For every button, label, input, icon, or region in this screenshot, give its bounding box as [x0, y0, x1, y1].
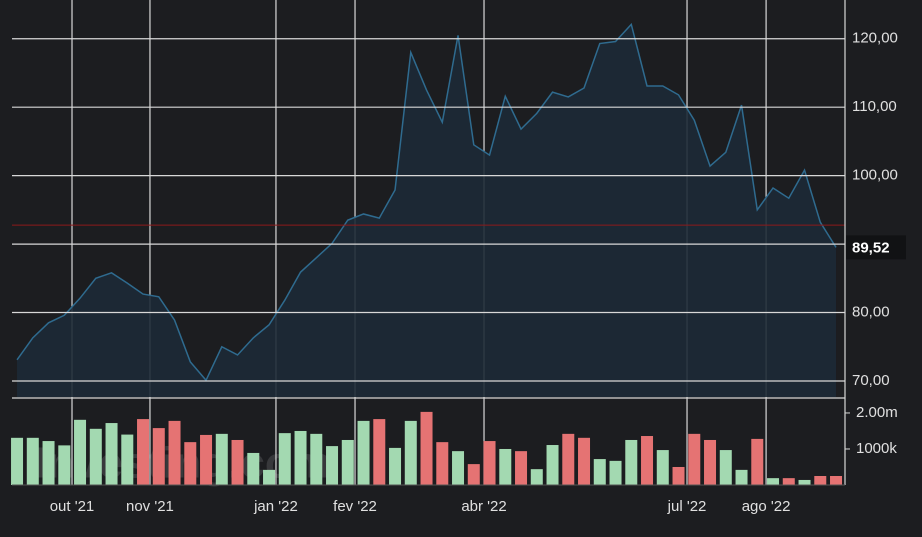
x-tick-label: fev '22: [333, 498, 377, 515]
volume-bar: [294, 430, 307, 485]
volume-bar: [373, 419, 386, 485]
volume-bar: [609, 460, 622, 485]
volume-bar: [278, 433, 291, 485]
volume-bar: [814, 475, 827, 485]
volume-bar: [11, 437, 24, 485]
last-value-label: 89,52: [852, 239, 890, 256]
volume-bar: [137, 419, 150, 485]
volume-bar: [452, 451, 465, 485]
volume-bar: [105, 423, 118, 485]
volume-bar: [436, 442, 449, 485]
volume-bar: [641, 436, 654, 485]
volume-bar: [357, 420, 370, 485]
volume-bar: [231, 439, 244, 485]
price-line: [16, 22, 837, 382]
y-tick-label: 80,00: [852, 304, 890, 321]
volume-bar: [89, 428, 102, 485]
volume-bar: [499, 448, 512, 485]
volume-bar: [625, 439, 638, 485]
y-tick-label: 120,00: [852, 30, 898, 47]
volume-bar: [42, 441, 55, 485]
volume-bar: [389, 447, 402, 485]
volume-bar: [121, 434, 134, 485]
volume-bar: [735, 469, 748, 485]
volume-bar: [404, 420, 417, 485]
volume-bar: [168, 420, 181, 485]
x-tick-label: jan '22: [253, 498, 298, 515]
volume-bar: [74, 419, 87, 485]
volume-bar: [515, 451, 528, 485]
volume-bar: [26, 437, 39, 485]
volume-bar: [688, 433, 701, 485]
volume-bar: [562, 433, 575, 485]
volume-bar: [58, 445, 71, 485]
x-tick-label: jul '22: [667, 498, 707, 515]
volume-bar: [420, 411, 433, 485]
volume-bar: [704, 439, 717, 485]
volume-bar: [184, 442, 197, 485]
y-tick-label: 100,00: [852, 167, 898, 184]
volume-bar: [830, 475, 843, 485]
volume-bar: [530, 469, 543, 485]
volume-bar: [782, 478, 795, 485]
y-tick-label: 2.00m: [856, 404, 898, 421]
x-tick-label: ago '22: [742, 498, 791, 515]
volume-bar: [798, 479, 811, 485]
volume-bar: [656, 450, 669, 485]
price-area: [17, 24, 837, 397]
y-tick-label: 70,00: [852, 372, 890, 389]
volume-bar: [200, 434, 213, 485]
volume-bar: [751, 438, 764, 485]
x-tick-label: nov '21: [126, 498, 174, 515]
x-tick-label: abr '22: [461, 498, 506, 515]
volume-bar: [247, 452, 260, 485]
volume-bar: [341, 439, 354, 485]
volume-bar: [215, 433, 228, 485]
volume-bar: [326, 446, 339, 485]
volume-bar: [310, 433, 323, 485]
volume-bar: [767, 478, 780, 485]
volume-bar: [467, 464, 480, 485]
volume-bar: [578, 437, 591, 485]
volume-bar: [152, 428, 165, 485]
y-tick-label: 1000k: [856, 440, 897, 457]
volume-bar: [672, 466, 685, 485]
volume-bar: [546, 445, 559, 485]
volume-bar: [719, 450, 732, 485]
volume-bar: [593, 459, 606, 485]
y-tick-label: 110,00: [852, 98, 897, 115]
price-badge: [846, 235, 906, 260]
x-tick-label: out '21: [50, 498, 95, 515]
volume-bar: [483, 441, 496, 485]
volume-bar: [263, 469, 276, 485]
